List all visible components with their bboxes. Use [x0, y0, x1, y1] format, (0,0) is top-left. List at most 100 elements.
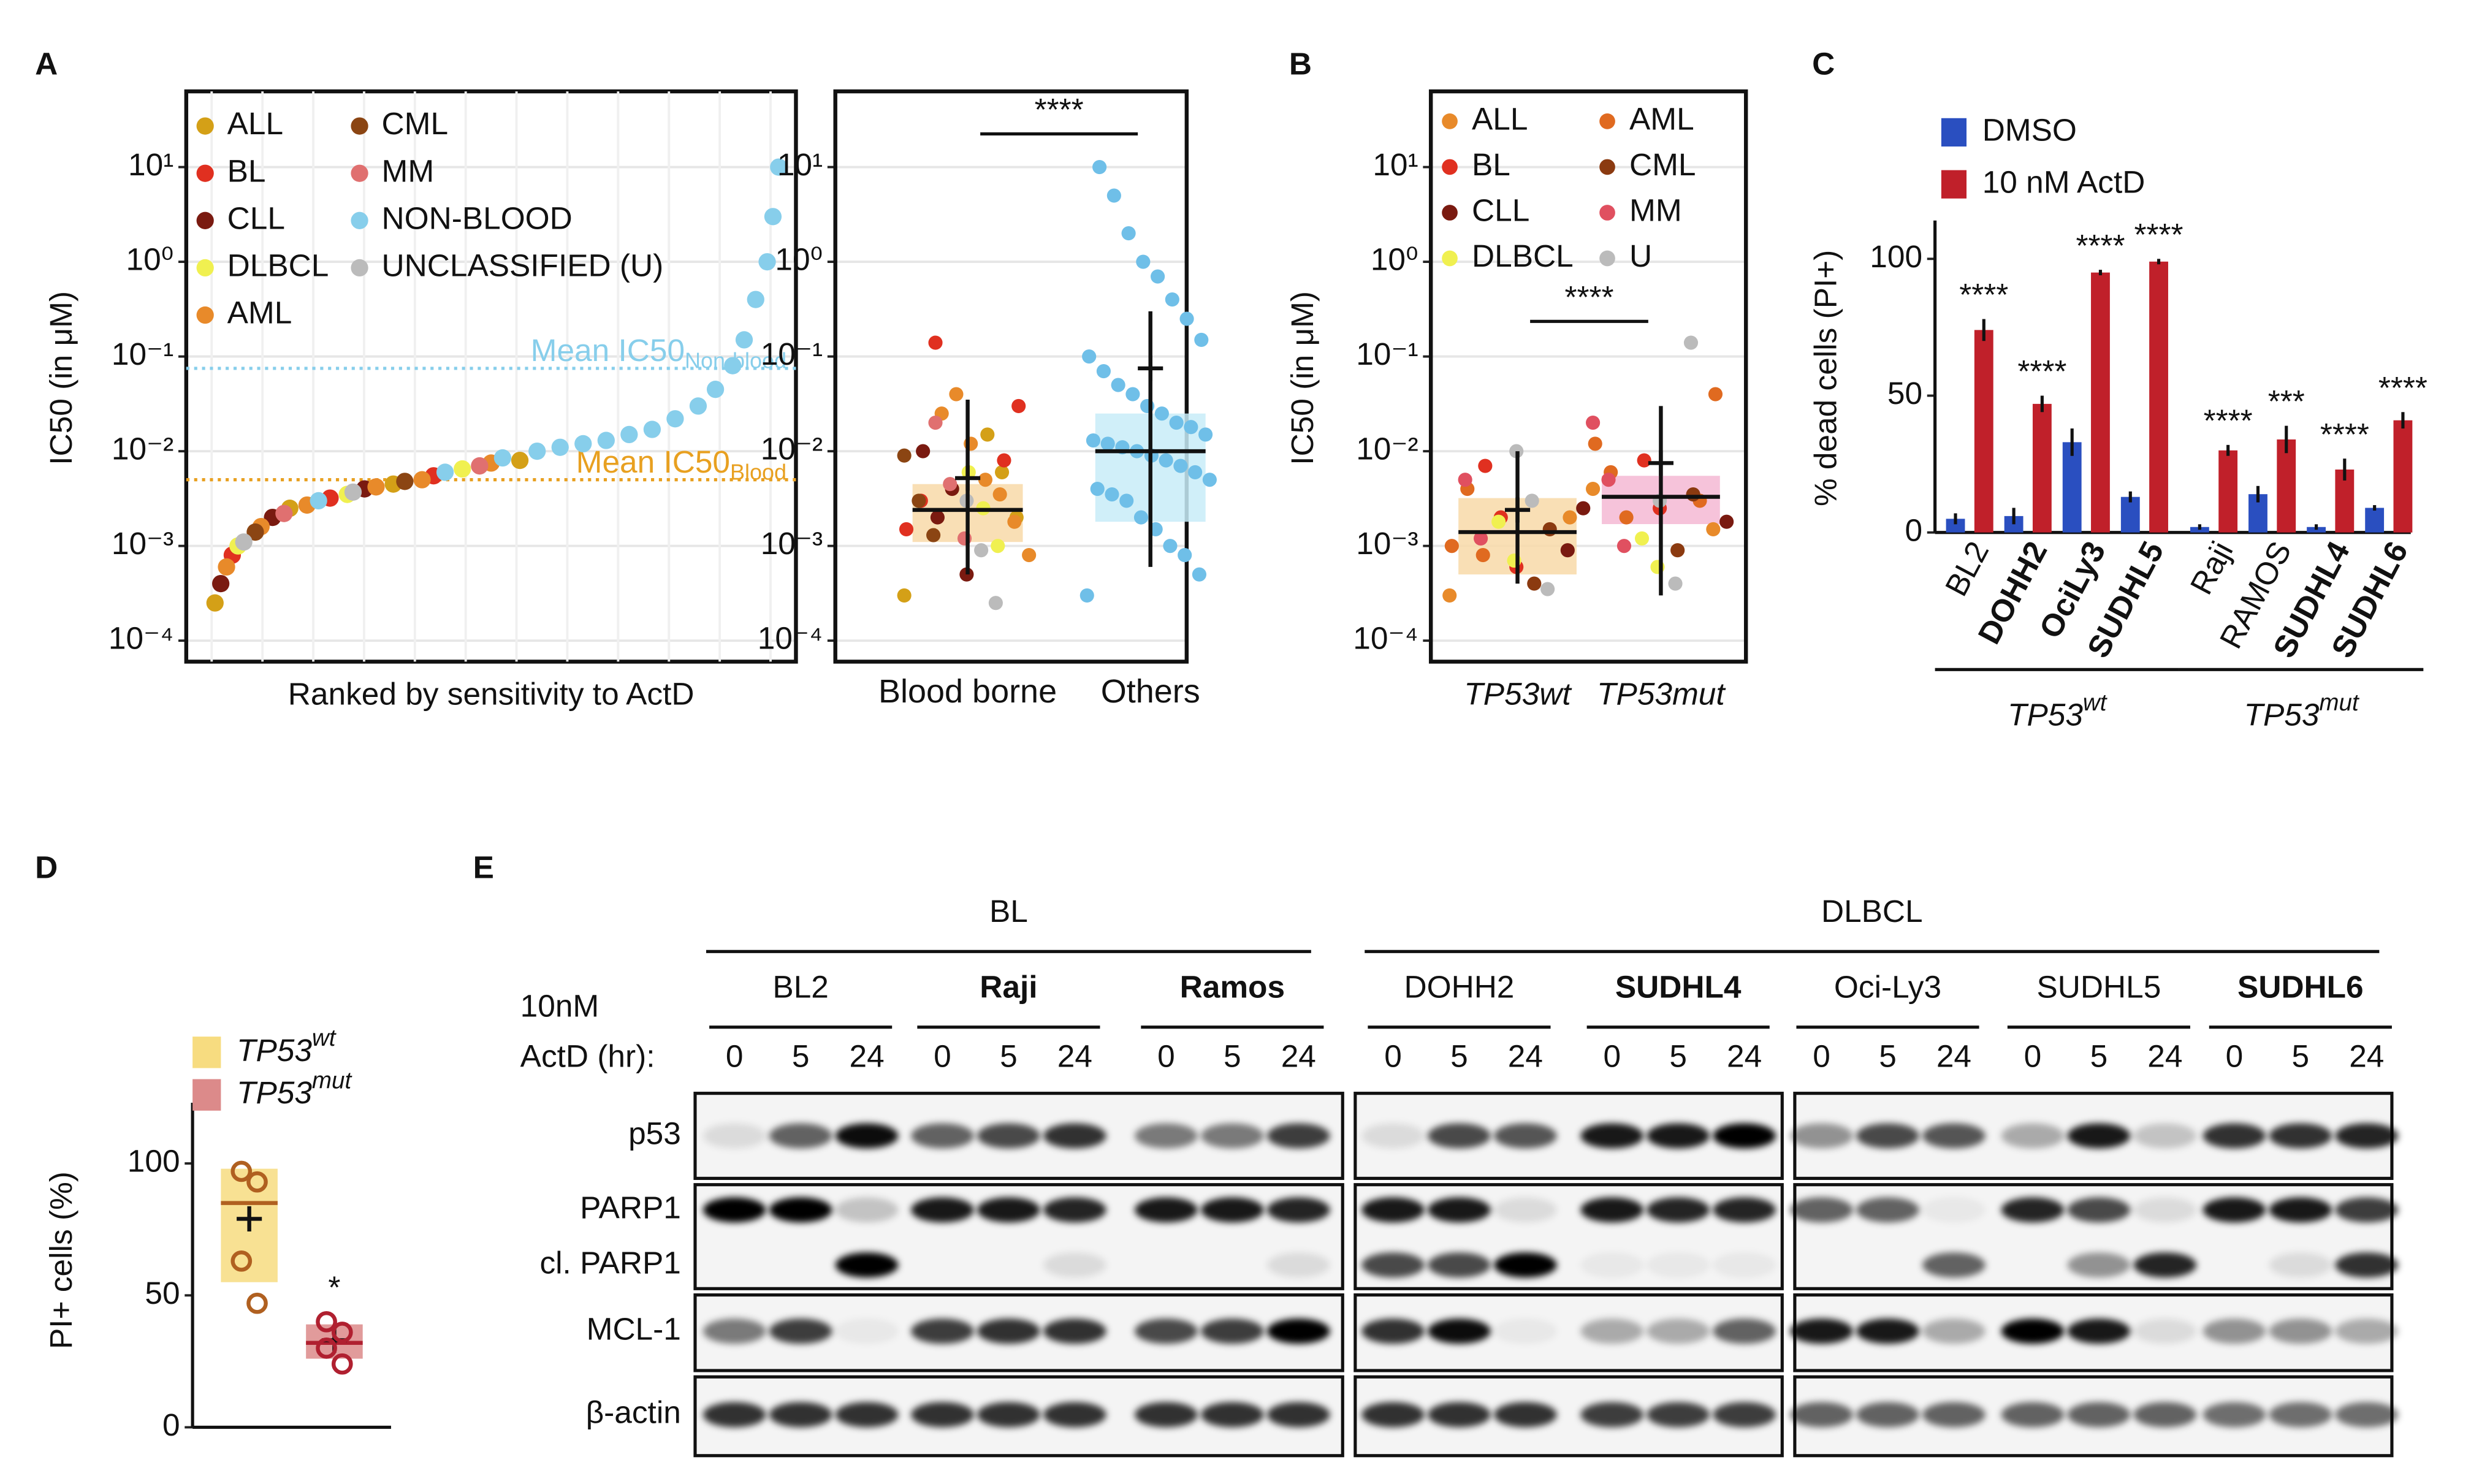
cell-line-label: Ramos: [1180, 969, 1285, 1005]
cell-line-label: BL2: [772, 969, 828, 1005]
band: [2067, 1123, 2131, 1149]
point: [764, 208, 782, 226]
x-tick-label: Others: [1100, 674, 1200, 711]
time-tick: 0: [934, 1038, 951, 1074]
point: [1560, 543, 1575, 558]
point: [1542, 522, 1557, 536]
time-tick: 24: [850, 1038, 885, 1074]
legend-marker: [1599, 159, 1615, 175]
time-tick: 5: [1879, 1038, 1897, 1074]
y-tick-label: 100: [128, 1143, 180, 1179]
point: [980, 427, 995, 442]
panel-label: C: [1812, 46, 1835, 82]
bar: [1974, 330, 1993, 533]
legend-swatch: [1941, 170, 1967, 199]
point: [928, 335, 943, 350]
group-label: BL: [989, 893, 1028, 929]
point: [897, 448, 912, 463]
point: [1163, 539, 1178, 554]
point: [206, 594, 224, 612]
group-label: TP53wt: [2008, 690, 2108, 732]
band: [2335, 1402, 2399, 1428]
bar: [1946, 519, 1965, 533]
time-tick: 24: [1057, 1038, 1092, 1074]
band: [911, 1123, 974, 1149]
x-tick-label-box: Blood borne: [878, 674, 1057, 711]
significance-label: ****: [1564, 279, 1613, 314]
band: [1790, 1123, 1853, 1149]
band: [2067, 1252, 2131, 1278]
band: [1361, 1402, 1425, 1428]
legend-sup: wt: [312, 1025, 337, 1051]
x-tick-label: Blood borne: [878, 674, 1057, 711]
mean-line-label: Mean IC50Non-blood: [531, 332, 786, 373]
bar: [2218, 450, 2238, 533]
group-name: TP53: [2244, 696, 2320, 732]
band: [1361, 1123, 1425, 1149]
legend-marker: [1442, 205, 1458, 221]
band: [1135, 1318, 1198, 1344]
time-tick: 24: [1727, 1038, 1762, 1074]
band: [769, 1318, 832, 1344]
band: [1266, 1318, 1330, 1344]
y-tick-label: 10¹: [1373, 146, 1418, 182]
band: [1493, 1318, 1557, 1344]
y-tick-label: 100: [1870, 238, 1922, 274]
group-label: DLBCL: [1821, 893, 1923, 929]
point: [1474, 531, 1488, 546]
y-axis-label: PI+ cells (%): [43, 1171, 78, 1349]
y-tick-label: 10⁻²: [761, 431, 823, 466]
band: [1580, 1318, 1644, 1344]
point: [735, 331, 753, 349]
point: [551, 438, 569, 456]
legend-marker: [196, 164, 214, 182]
time-tick: 0: [2024, 1038, 2042, 1074]
point: [246, 523, 264, 541]
point: [396, 473, 414, 490]
point: [1540, 582, 1555, 596]
panel-label: A: [35, 46, 58, 82]
band: [1266, 1197, 1330, 1223]
point: [235, 533, 253, 551]
band: [2067, 1318, 2131, 1344]
band: [1856, 1123, 1919, 1149]
point: [1007, 514, 1022, 529]
x-axis-label: Ranked by sensitivity to ActD: [288, 676, 695, 712]
point: [528, 442, 546, 460]
point: [1475, 548, 1490, 563]
significance-label: ****: [2378, 370, 2427, 405]
point: [413, 471, 431, 489]
band: [769, 1123, 832, 1149]
point: [643, 420, 661, 438]
band: [1580, 1197, 1644, 1223]
point: [1178, 548, 1192, 563]
point: [997, 453, 1011, 468]
legend-marker: [1599, 250, 1615, 267]
band: [1713, 1402, 1776, 1428]
point: [1133, 510, 1149, 525]
point: [620, 425, 638, 444]
point: [1491, 514, 1506, 529]
point: [316, 1311, 337, 1333]
band: [1580, 1252, 1644, 1278]
y-axis-label: % dead cells (PI+): [1807, 250, 1843, 506]
time-tick: 0: [1157, 1038, 1175, 1074]
point: [758, 253, 776, 271]
point: [1011, 398, 1026, 413]
band: [1790, 1318, 1853, 1344]
band: [1428, 1197, 1491, 1223]
point: [1444, 539, 1459, 554]
time-tick: 5: [1450, 1038, 1468, 1074]
point: [666, 410, 684, 428]
point: [1525, 493, 1539, 508]
band: [1647, 1123, 1710, 1149]
point: [1100, 436, 1115, 451]
band: [2335, 1318, 2399, 1344]
legend-marker: [1599, 113, 1615, 129]
y-tick-label: 10⁻³: [1356, 525, 1418, 561]
band: [1713, 1318, 1776, 1344]
point: [916, 444, 931, 459]
point: [949, 387, 964, 401]
point: [1202, 473, 1217, 487]
